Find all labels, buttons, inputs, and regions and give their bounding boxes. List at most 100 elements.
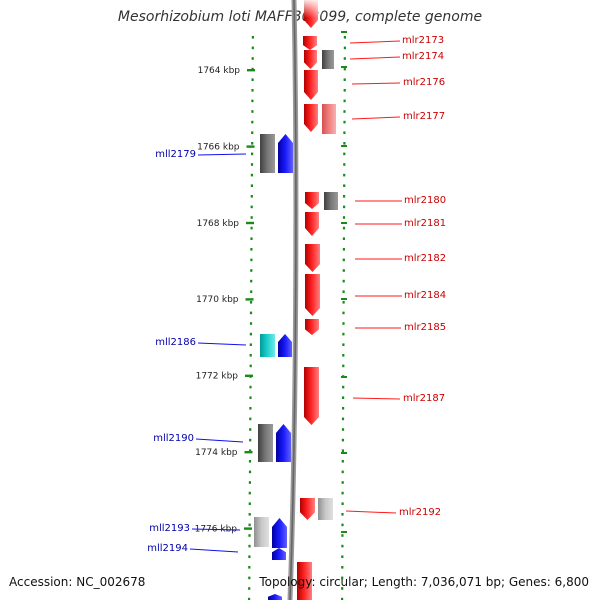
- ruler-dot: [343, 36, 346, 39]
- ruler-dot: [343, 110, 346, 113]
- ruler-dot: [250, 269, 253, 272]
- ruler-tick-label: 1774 kbp: [195, 448, 238, 458]
- gene-leader-line: [197, 153, 247, 156]
- gene-leader-line: [191, 528, 241, 531]
- gene-reverse: [278, 334, 292, 357]
- ruler-dot: [342, 269, 345, 272]
- ruler-dot: [343, 67, 346, 71]
- ruler-dot: [248, 534, 251, 537]
- ruler-dot: [343, 78, 346, 81]
- ruler-major-tick: [245, 374, 253, 377]
- ruler-dot: [249, 385, 252, 389]
- ruler-dot: [249, 364, 252, 368]
- ruler-dot: [341, 544, 344, 548]
- ruler-dot: [248, 544, 251, 548]
- ruler-dot: [342, 385, 345, 389]
- gene-label-mlr2184[interactable]: mlr2184: [404, 290, 446, 301]
- gene-gray: [258, 424, 273, 462]
- ruler-dot: [341, 555, 344, 558]
- ruler-major-tick: [245, 298, 254, 301]
- gene-label-mlr2174[interactable]: mlr2174: [402, 51, 444, 62]
- gene-label-mlr2173[interactable]: mlr2173: [402, 35, 444, 46]
- gene-label-mlr2187[interactable]: mlr2187: [403, 393, 445, 404]
- fade-overlay: [302, 0, 322, 18]
- ruler-dot: [341, 502, 344, 505]
- ruler-minor-tick: [341, 145, 347, 147]
- gene-reverse: [278, 134, 293, 173]
- gene-leader-line: [349, 40, 401, 44]
- ruler-dot: [248, 491, 251, 495]
- gene-forward: [304, 50, 317, 69]
- ruler-dot: [249, 396, 252, 399]
- gene-lightgray: [254, 517, 269, 547]
- genes-layer: [254, 0, 338, 600]
- ruler-tick-label: 1764 kbp: [198, 66, 241, 76]
- ruler-dot: [248, 566, 251, 569]
- ruler-dot: [248, 513, 251, 516]
- gene-label-mlr2192[interactable]: mlr2192: [399, 507, 441, 518]
- ruler-dot: [343, 89, 346, 92]
- ruler-dot: [248, 576, 251, 580]
- ruler-dot: [343, 195, 346, 198]
- gene-leader-line: [351, 116, 401, 120]
- ruler-dot: [341, 576, 344, 580]
- ruler-dot: [343, 163, 346, 166]
- gene-label-mll2179[interactable]: mll2179: [155, 149, 196, 160]
- ruler-dot: [341, 428, 345, 431]
- gene-label-mlr2180[interactable]: mlr2180: [404, 195, 446, 206]
- gene-label-mlr2177[interactable]: mlr2177: [403, 111, 445, 122]
- gene-label-mlr2181[interactable]: mlr2181: [404, 218, 446, 229]
- gene-forward: [304, 70, 318, 100]
- gene-label-mll2193[interactable]: mll2193: [149, 523, 190, 534]
- ruler-dot: [250, 216, 253, 219]
- gene-forward: [305, 274, 320, 316]
- gene-forward: [304, 367, 319, 425]
- gene-label-mll2190[interactable]: mll2190: [153, 433, 194, 444]
- gene-reverse: [272, 548, 286, 560]
- gene-label-mlr2185[interactable]: mlr2185: [404, 322, 446, 333]
- ruler-dot: [342, 332, 345, 336]
- ruler-dot: [250, 226, 253, 230]
- gene-leader-line: [197, 342, 247, 346]
- ruler-dot: [343, 142, 346, 145]
- ruler-dot: [250, 195, 253, 198]
- ruler-major-tick: [244, 527, 252, 530]
- ruler-dot: [341, 491, 344, 495]
- gene-label-mlr2176[interactable]: mlr2176: [403, 77, 445, 88]
- ruler-minor-tick: [341, 222, 347, 224]
- ruler-dot: [250, 301, 253, 304]
- ruler-dot: [251, 89, 254, 92]
- ruler-dot: [249, 343, 252, 346]
- ruler-dot: [342, 364, 345, 368]
- gene-label-mll2186[interactable]: mll2186: [155, 337, 196, 348]
- ruler-dot: [251, 78, 254, 81]
- ruler-minor-tick: [341, 66, 347, 68]
- ruler-dot: [248, 460, 252, 463]
- gene-label-mll2194[interactable]: mll2194: [147, 543, 188, 554]
- labels-layer: mlr2173 mlr2174 mlr2176 mlr2177 mll2179 mlr21…: [147, 35, 446, 554]
- ruler-dot: [342, 322, 345, 325]
- ruler-dot: [250, 205, 253, 209]
- ruler-dot: [341, 587, 344, 590]
- ruler-dot: [341, 523, 344, 527]
- ruler-dot: [250, 248, 253, 251]
- ruler-dot: [251, 46, 254, 50]
- ruler-dot: [342, 354, 345, 357]
- ruler-dot: [342, 301, 345, 304]
- ruler-dot: [341, 481, 344, 484]
- ruler-dot: [342, 248, 345, 251]
- ruler-dot: [250, 163, 254, 166]
- gene-forward: [305, 244, 320, 272]
- gene-forward: [305, 319, 319, 335]
- gene-forward: [304, 104, 318, 132]
- ruler-dot: [341, 534, 344, 537]
- gene-leader-line: [351, 82, 401, 85]
- gene-reverse: [268, 594, 282, 600]
- ruler-minor-tick: [341, 531, 347, 533]
- ruler-dot: [250, 290, 253, 293]
- gene-label-mlr2182[interactable]: mlr2182: [404, 253, 446, 264]
- ruler-dot: [343, 120, 346, 124]
- gene-forward: [303, 36, 317, 50]
- gene-reverse: [272, 518, 287, 548]
